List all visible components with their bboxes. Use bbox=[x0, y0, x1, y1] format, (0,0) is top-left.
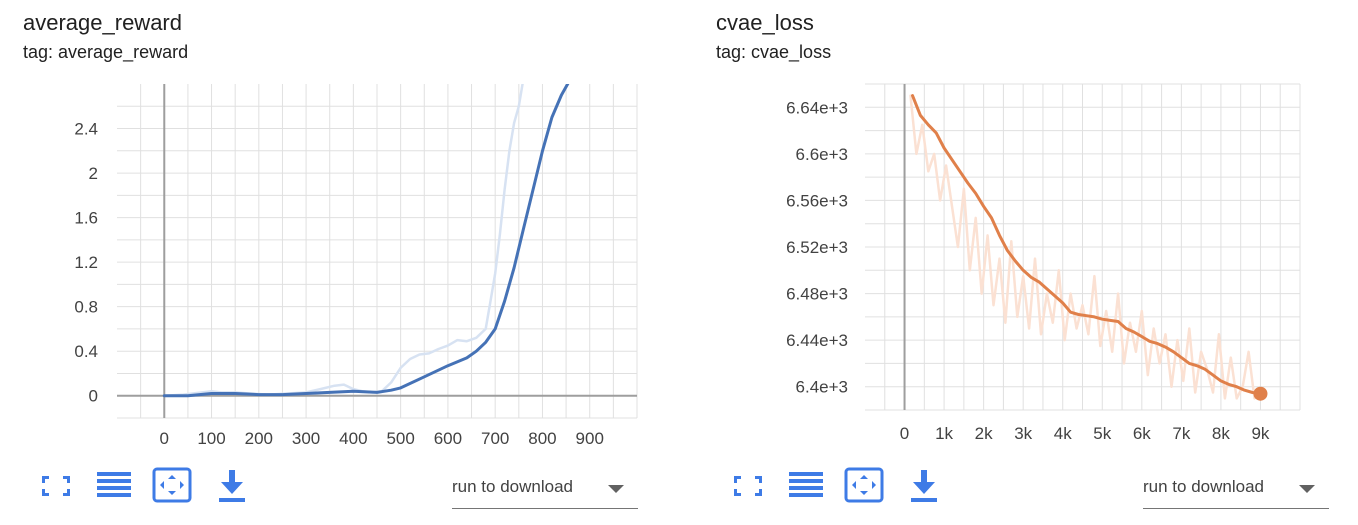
fit-domain-icon[interactable] bbox=[152, 466, 192, 506]
x-tick-label: 2k bbox=[975, 424, 993, 443]
y-tick-label: 6.52e+3 bbox=[786, 238, 848, 257]
y-tick-label: 2.4 bbox=[74, 120, 98, 139]
chart-tag: tag: cvae_loss bbox=[716, 42, 832, 62]
series-line-raw bbox=[163, 84, 524, 397]
x-tick-label: 300 bbox=[292, 429, 320, 448]
download-icon[interactable] bbox=[904, 466, 944, 506]
chart-title: average_reward bbox=[23, 10, 182, 35]
x-tick-label: 8k bbox=[1212, 424, 1230, 443]
run-to-download-select[interactable]: run to download bbox=[452, 470, 638, 509]
x-tick-label: 0 bbox=[900, 424, 909, 443]
chart-plot-cvae-loss[interactable]: 6.4e+3 6.44e+3 6.48e+3 6.52e+3 6.56e+3 6.6e+3… bbox=[700, 0, 1358, 460]
x-tick-label: 800 bbox=[528, 429, 556, 448]
y-tick-label: 6.4e+3 bbox=[796, 378, 848, 397]
y-tick-label: 1.2 bbox=[74, 253, 98, 272]
x-tick-label: 5k bbox=[1093, 424, 1111, 443]
chart-plot-average-reward[interactable]: 0 0.4 0.8 1.2 1.6 2 2.4 0 100 200 300 400 500 600 700 8… bbox=[0, 0, 660, 460]
y-tick-label: 6.56e+3 bbox=[786, 191, 848, 210]
chart-card-average-reward: average_reward tag: average_reward 0 0.4 0… bbox=[0, 0, 660, 525]
x-tick-label: 3k bbox=[1014, 424, 1032, 443]
x-tick-label: 7k bbox=[1172, 424, 1190, 443]
y-tick-label: 6.48e+3 bbox=[786, 285, 848, 304]
data-table-icon[interactable] bbox=[94, 466, 134, 506]
chart-title: cvae_loss bbox=[716, 10, 814, 35]
y-tick-label: 2 bbox=[89, 164, 98, 183]
run-to-download-label: run to download bbox=[1143, 477, 1264, 496]
y-tick-label: 1.6 bbox=[74, 209, 98, 228]
x-tick-label: 0 bbox=[160, 429, 169, 448]
x-tick-label: 4k bbox=[1054, 424, 1072, 443]
x-tick-label: 500 bbox=[386, 429, 414, 448]
y-tick-label: 0.8 bbox=[74, 298, 98, 317]
series-line-smoothed bbox=[162, 84, 570, 398]
fullscreen-icon[interactable] bbox=[728, 466, 768, 506]
x-tick-label: 6k bbox=[1133, 424, 1151, 443]
x-tick-label: 1k bbox=[935, 424, 953, 443]
x-tick-label: 9k bbox=[1251, 424, 1269, 443]
run-to-download-label: run to download bbox=[452, 477, 573, 496]
y-tick-label: 6.6e+3 bbox=[796, 145, 848, 164]
run-to-download-select[interactable]: run to download bbox=[1143, 470, 1329, 509]
y-tick-label: 6.64e+3 bbox=[786, 98, 848, 117]
series-line-smoothed bbox=[911, 94, 1262, 396]
series-line-raw bbox=[909, 94, 1262, 400]
y-tick-label: 0 bbox=[89, 387, 98, 406]
chevron-down-icon bbox=[608, 485, 624, 493]
download-icon[interactable] bbox=[212, 466, 252, 506]
data-table-icon[interactable] bbox=[786, 466, 826, 506]
fit-domain-icon[interactable] bbox=[844, 466, 884, 506]
x-tick-label: 700 bbox=[481, 429, 509, 448]
x-tick-label: 200 bbox=[245, 429, 273, 448]
y-tick-label: 6.44e+3 bbox=[786, 331, 848, 350]
chart-tag: tag: average_reward bbox=[23, 42, 189, 62]
series-end-point[interactable] bbox=[1253, 386, 1268, 401]
chart-card-cvae-loss: cvae_loss tag: cvae_loss 6.4e+3 6.44e+3 6.… bbox=[700, 0, 1358, 525]
fullscreen-icon[interactable] bbox=[36, 466, 76, 506]
x-tick-label: 900 bbox=[576, 429, 604, 448]
x-tick-label: 400 bbox=[339, 429, 367, 448]
x-tick-label: 100 bbox=[197, 429, 225, 448]
y-tick-label: 0.4 bbox=[74, 342, 98, 361]
chevron-down-icon bbox=[1299, 485, 1315, 493]
x-tick-label: 600 bbox=[434, 429, 462, 448]
